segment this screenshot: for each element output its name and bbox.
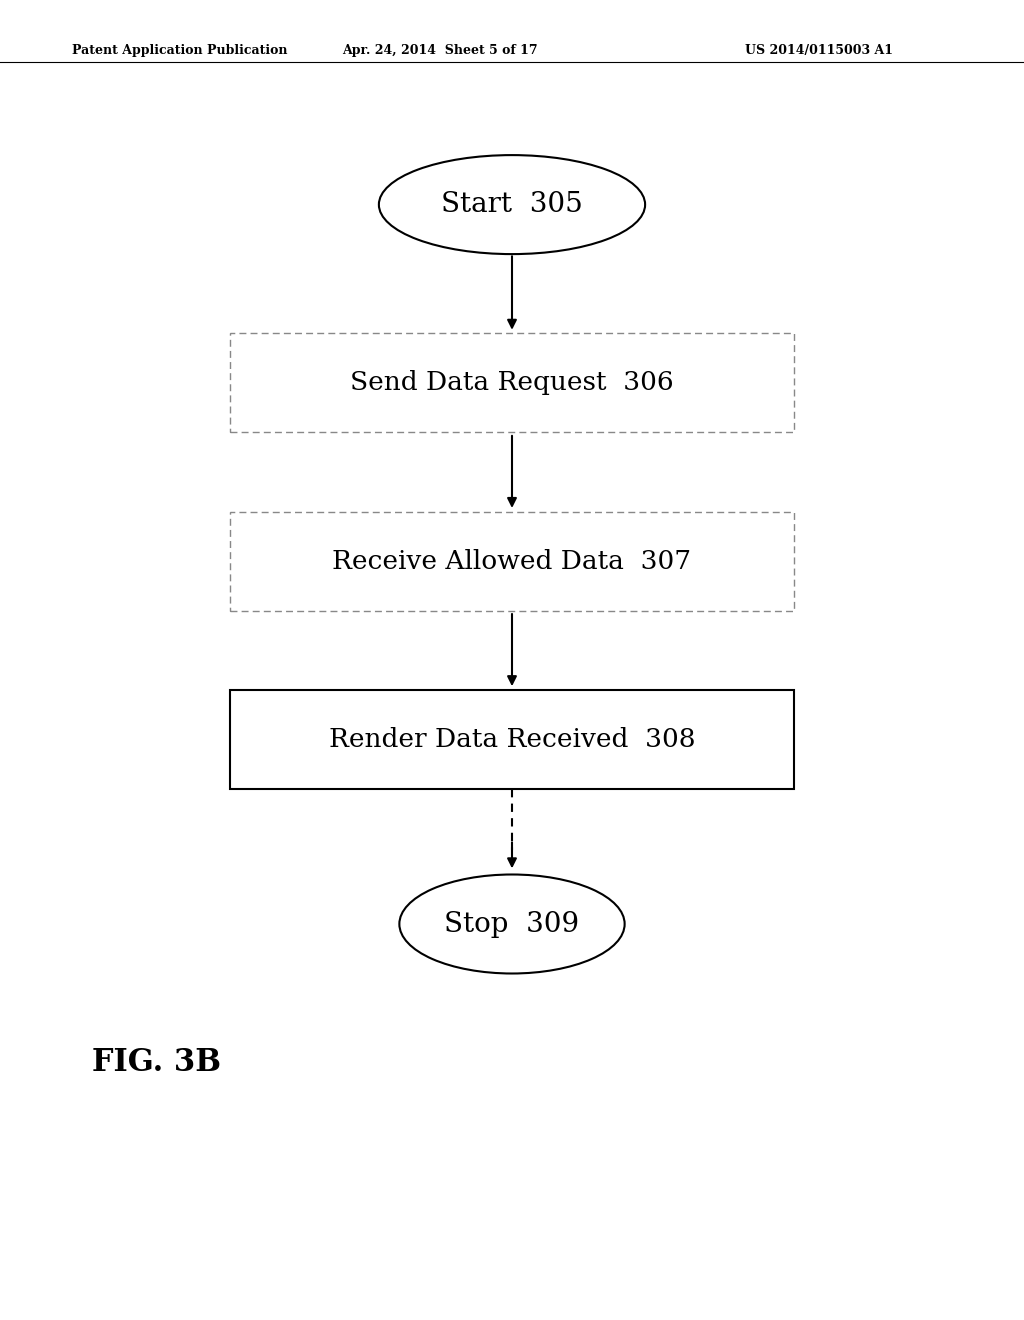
Text: Render Data Received  308: Render Data Received 308 xyxy=(329,727,695,751)
Text: US 2014/0115003 A1: US 2014/0115003 A1 xyxy=(745,44,893,57)
Text: Stop  309: Stop 309 xyxy=(444,911,580,937)
Bar xyxy=(230,689,794,788)
Bar xyxy=(230,511,794,610)
Text: Patent Application Publication: Patent Application Publication xyxy=(72,44,287,57)
Text: Apr. 24, 2014  Sheet 5 of 17: Apr. 24, 2014 Sheet 5 of 17 xyxy=(342,44,539,57)
Text: Receive Allowed Data  307: Receive Allowed Data 307 xyxy=(333,549,691,573)
Text: FIG. 3B: FIG. 3B xyxy=(92,1047,221,1078)
Text: Send Data Request  306: Send Data Request 306 xyxy=(350,371,674,395)
Text: Start  305: Start 305 xyxy=(441,191,583,218)
Bar xyxy=(230,334,794,433)
